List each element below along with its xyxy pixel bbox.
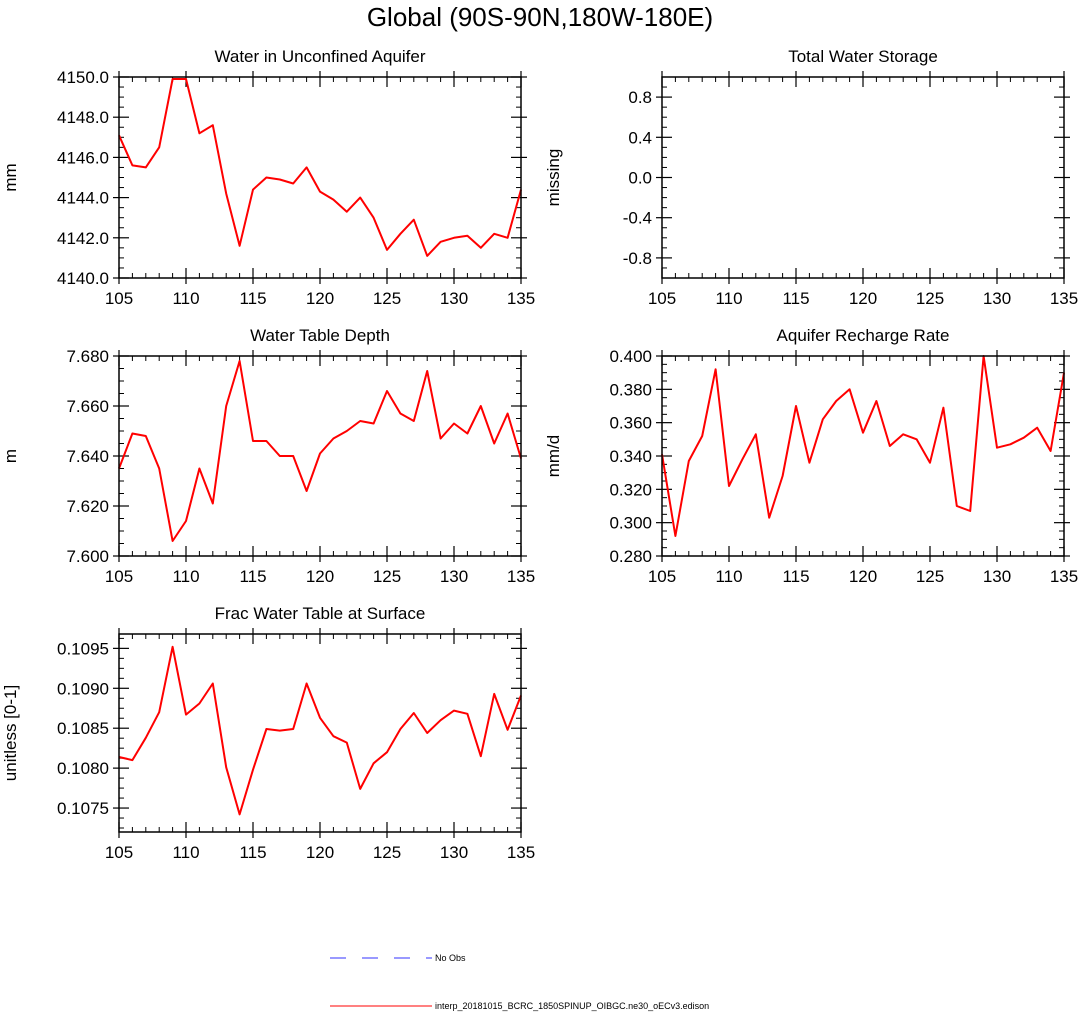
x-tick-label: 135 xyxy=(1050,289,1078,308)
y-tick-label: 4150.0 xyxy=(57,68,109,87)
y-tick-label: 0.280 xyxy=(609,547,652,566)
x-tick-label: 130 xyxy=(440,567,468,586)
x-tick-label: 125 xyxy=(916,289,944,308)
x-tick-label: 105 xyxy=(648,567,676,586)
legend: No Obs interp_20181015_BCRC_1850SPINUP_OI… xyxy=(330,953,709,1011)
y-tick-label: 0.1085 xyxy=(57,719,109,738)
series-line xyxy=(118,645,522,816)
chart-title: Total Water Storage xyxy=(788,47,938,66)
y-tick-label: 4146.0 xyxy=(57,148,109,167)
y-tick-label: 0.1080 xyxy=(57,759,109,778)
chart-title: Aquifer Recharge Rate xyxy=(777,326,950,345)
x-tick-label: 115 xyxy=(782,567,809,586)
x-tick-label: 130 xyxy=(440,843,468,862)
x-tick-label: 120 xyxy=(306,567,334,586)
x-tick-label: 115 xyxy=(782,289,809,308)
page-title: Global (90S-90N,180W-180E) xyxy=(366,2,714,32)
chart-panel-2: Total Water Storage missing 105 110 115 120 12… xyxy=(544,47,1078,308)
x-tick-label: 130 xyxy=(983,567,1011,586)
y-axis-label: mm xyxy=(1,163,20,191)
y-tick-label: 7.680 xyxy=(66,347,109,366)
plot-frame xyxy=(661,76,1065,279)
x-tick-label: 110 xyxy=(172,289,199,308)
y-tick-label: 7.660 xyxy=(66,397,109,416)
plot-frame xyxy=(118,76,522,279)
x-tick-label: 120 xyxy=(306,843,334,862)
x-tick-label: 135 xyxy=(1050,567,1078,586)
y-tick-label: -0.4 xyxy=(623,209,652,228)
x-tick-label: 105 xyxy=(105,843,133,862)
y-tick-label: 4140.0 xyxy=(57,269,109,288)
y-tick-label: 7.640 xyxy=(66,447,109,466)
x-tick-label: 125 xyxy=(373,567,401,586)
y-tick-label: 7.620 xyxy=(66,497,109,516)
x-tick-label: 120 xyxy=(849,289,877,308)
x-tick-label: 115 xyxy=(239,843,266,862)
y-tick-label: 0.400 xyxy=(609,347,652,366)
y-tick-label: 0.1095 xyxy=(57,639,109,658)
y-axis-label: missing xyxy=(544,149,563,207)
x-tick-label: 125 xyxy=(373,843,401,862)
y-tick-label: 4142.0 xyxy=(57,229,109,248)
x-tick-label: 120 xyxy=(849,567,877,586)
chart-title: Frac Water Table at Surface xyxy=(215,604,426,623)
x-tick-label: 115 xyxy=(239,289,266,308)
y-axis-label: mm/d xyxy=(544,435,563,478)
y-tick-label: 0.8 xyxy=(628,88,652,107)
x-tick-label: 110 xyxy=(715,289,742,308)
y-tick-label: 0.360 xyxy=(609,414,652,433)
y-tick-label: -0.8 xyxy=(623,249,652,268)
x-tick-label: 130 xyxy=(983,289,1011,308)
x-tick-label: 115 xyxy=(239,567,266,586)
y-tick-label: 4148.0 xyxy=(57,108,109,127)
chart-panel-4: Aquifer Recharge Rate mm/d 105 110 115 120 125… xyxy=(544,326,1078,586)
y-axis-label: m xyxy=(1,449,20,463)
series-line xyxy=(118,360,522,542)
plot-frame xyxy=(118,355,522,557)
x-tick-label: 125 xyxy=(916,567,944,586)
y-tick-label: 0.300 xyxy=(609,514,652,533)
x-tick-label: 130 xyxy=(440,289,468,308)
chart-panel-5: Frac Water Table at Surface unitless [0-1… xyxy=(1,604,535,862)
x-tick-label: 110 xyxy=(172,567,199,586)
y-tick-label: 7.600 xyxy=(66,547,109,566)
series-line xyxy=(118,78,522,257)
x-tick-label: 125 xyxy=(373,289,401,308)
y-tick-label: 0.1075 xyxy=(57,799,109,818)
y-tick-label: 0.0 xyxy=(628,169,652,188)
plot-frame xyxy=(661,355,1065,557)
y-tick-label: 0.380 xyxy=(609,380,652,399)
legend-label: No Obs xyxy=(435,953,466,963)
y-axis-label: unitless [0-1] xyxy=(1,685,20,781)
x-tick-label: 135 xyxy=(507,843,535,862)
x-tick-label: 120 xyxy=(306,289,334,308)
x-tick-label: 110 xyxy=(715,567,742,586)
plot-frame xyxy=(118,633,522,833)
y-tick-label: 4144.0 xyxy=(57,189,109,208)
series-line xyxy=(661,355,1065,537)
y-tick-label: 0.4 xyxy=(628,128,652,147)
chart-title: Water in Unconfined Aquifer xyxy=(214,47,425,66)
x-tick-label: 110 xyxy=(172,843,199,862)
chart-title: Water Table Depth xyxy=(250,326,390,345)
y-tick-label: 0.320 xyxy=(609,480,652,499)
x-tick-label: 105 xyxy=(105,567,133,586)
x-tick-label: 105 xyxy=(648,289,676,308)
chart-panel-3: Water Table Depth m 105 110 115 120 125 130 135 7… xyxy=(1,326,535,586)
x-tick-label: 105 xyxy=(105,289,133,308)
x-tick-label: 135 xyxy=(507,289,535,308)
chart-panel-1: Water in Unconfined Aquifer mm 105 110 115 12… xyxy=(1,47,535,308)
y-tick-label: 0.340 xyxy=(609,447,652,466)
legend-label: interp_20181015_BCRC_1850SPINUP_OIBGC.ne… xyxy=(435,1001,709,1011)
x-tick-label: 135 xyxy=(507,567,535,586)
y-tick-label: 0.1090 xyxy=(57,679,109,698)
